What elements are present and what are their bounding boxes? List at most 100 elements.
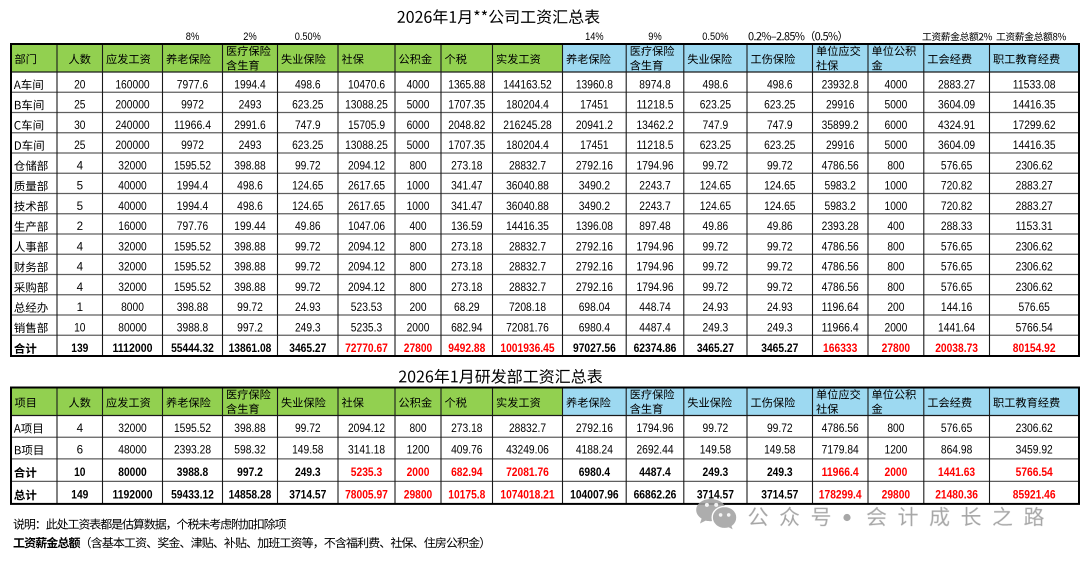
svg-text:1707.35: 1707.35 <box>448 99 485 112</box>
svg-text:144.16: 144.16 <box>941 301 972 314</box>
svg-text:99.72: 99.72 <box>767 281 793 294</box>
svg-text:32000: 32000 <box>118 281 147 294</box>
svg-text:1595.52: 1595.52 <box>174 281 211 294</box>
svg-text:3465.27: 3465.27 <box>289 342 326 355</box>
svg-text:2393.28: 2393.28 <box>174 444 211 457</box>
svg-text:4786.56: 4786.56 <box>822 240 859 253</box>
svg-text:273.18: 273.18 <box>451 240 482 253</box>
svg-text:9972: 9972 <box>181 139 204 152</box>
svg-text:5235.3: 5235.3 <box>351 321 382 334</box>
svg-text:99.72: 99.72 <box>767 261 793 274</box>
svg-text:249.3: 249.3 <box>703 466 729 479</box>
svg-text:249.3: 249.3 <box>295 466 321 479</box>
svg-text:80000: 80000 <box>118 466 147 479</box>
svg-text:99.72: 99.72 <box>295 159 321 172</box>
svg-text:216245.28: 216245.28 <box>503 119 552 132</box>
svg-text:800: 800 <box>887 261 904 274</box>
svg-text:10: 10 <box>74 466 85 479</box>
svg-text:2792.16: 2792.16 <box>576 422 613 435</box>
svg-text:72770.67: 72770.67 <box>345 342 388 355</box>
svg-text:28832.7: 28832.7 <box>509 261 546 274</box>
svg-text:80154.92: 80154.92 <box>1013 342 1056 355</box>
svg-text:5235.3: 5235.3 <box>351 466 383 479</box>
svg-text:800: 800 <box>409 422 426 435</box>
svg-text:800: 800 <box>409 261 426 274</box>
svg-text:3604.09: 3604.09 <box>938 99 975 112</box>
svg-text:1441.64: 1441.64 <box>938 321 976 334</box>
svg-text:36040.88: 36040.88 <box>506 180 549 193</box>
svg-text:7179.84: 7179.84 <box>822 444 860 457</box>
svg-text:14858.28: 14858.28 <box>229 489 272 502</box>
svg-text:800: 800 <box>887 422 904 435</box>
svg-text:1200: 1200 <box>885 444 908 457</box>
svg-text:5: 5 <box>77 200 83 213</box>
svg-text:897.48: 897.48 <box>639 220 670 233</box>
svg-text:28832.7: 28832.7 <box>509 281 546 294</box>
svg-text:21480.36: 21480.36 <box>935 489 978 502</box>
svg-text:99.72: 99.72 <box>703 422 729 435</box>
svg-text:78005.97: 78005.97 <box>345 489 388 502</box>
svg-text:7977.6: 7977.6 <box>177 79 208 92</box>
svg-text:16000: 16000 <box>118 220 147 233</box>
svg-text:9%: 9% <box>648 31 662 43</box>
svg-text:43249.06: 43249.06 <box>506 444 549 457</box>
svg-text:2692.44: 2692.44 <box>636 444 674 457</box>
svg-text:3604.09: 3604.09 <box>938 139 975 152</box>
svg-text:2883.27: 2883.27 <box>1016 200 1053 213</box>
svg-text:1000: 1000 <box>885 180 908 193</box>
svg-text:797.76: 797.76 <box>177 220 208 233</box>
svg-text:720.82: 720.82 <box>941 200 972 213</box>
svg-text:200: 200 <box>887 301 904 314</box>
svg-text:2094.12: 2094.12 <box>348 281 385 294</box>
svg-text:1200: 1200 <box>407 444 430 457</box>
svg-text:1196.64: 1196.64 <box>822 301 860 314</box>
svg-text:13462.2: 13462.2 <box>636 119 673 132</box>
svg-text:1794.96: 1794.96 <box>636 422 673 435</box>
svg-text:623.25: 623.25 <box>700 139 731 152</box>
svg-text:6000: 6000 <box>407 119 430 132</box>
svg-text:4188.24: 4188.24 <box>576 444 614 457</box>
svg-text:99.72: 99.72 <box>703 159 729 172</box>
svg-text:99.72: 99.72 <box>767 159 793 172</box>
svg-text:23932.8: 23932.8 <box>822 79 859 92</box>
svg-text:5766.54: 5766.54 <box>1016 466 1054 479</box>
svg-text:1000: 1000 <box>407 180 430 193</box>
svg-text:273.18: 273.18 <box>451 422 482 435</box>
svg-text:99.72: 99.72 <box>703 281 729 294</box>
svg-text:32000: 32000 <box>118 240 147 253</box>
svg-text:24.93: 24.93 <box>703 301 729 314</box>
svg-text:124.65: 124.65 <box>764 200 795 213</box>
svg-text:49.86: 49.86 <box>295 220 321 233</box>
svg-text:2306.62: 2306.62 <box>1016 422 1053 435</box>
svg-text:99.72: 99.72 <box>295 240 321 253</box>
svg-text:4487.4: 4487.4 <box>639 321 671 334</box>
svg-text:25: 25 <box>74 139 85 152</box>
svg-text:6980.4: 6980.4 <box>579 466 611 479</box>
svg-text:99.72: 99.72 <box>703 240 729 253</box>
svg-text:3714.57: 3714.57 <box>761 489 798 502</box>
svg-text:35899.2: 35899.2 <box>822 119 859 132</box>
svg-text:3490.2: 3490.2 <box>579 200 610 213</box>
svg-text:409.76: 409.76 <box>451 444 482 457</box>
svg-text:2617.65: 2617.65 <box>348 200 385 213</box>
svg-text:4: 4 <box>77 261 84 274</box>
svg-text:0.50%: 0.50% <box>702 31 728 43</box>
svg-text:997.2: 997.2 <box>237 321 263 334</box>
svg-text:2094.12: 2094.12 <box>348 261 385 274</box>
svg-text:6: 6 <box>77 444 83 457</box>
svg-text:5000: 5000 <box>407 99 430 112</box>
svg-text:720.82: 720.82 <box>941 180 972 193</box>
svg-text:2243.7: 2243.7 <box>639 200 670 213</box>
svg-text:27800: 27800 <box>404 342 433 355</box>
svg-text:99.72: 99.72 <box>767 422 793 435</box>
svg-text:28832.7: 28832.7 <box>509 240 546 253</box>
svg-text:2493: 2493 <box>239 139 262 152</box>
svg-text:800: 800 <box>409 281 426 294</box>
svg-text:623.25: 623.25 <box>764 99 795 112</box>
svg-text:4786.56: 4786.56 <box>822 261 859 274</box>
svg-text:11533.08: 11533.08 <box>1013 79 1056 92</box>
svg-text:20038.73: 20038.73 <box>935 342 978 355</box>
svg-text:498.6: 498.6 <box>295 79 321 92</box>
svg-text:14416.35: 14416.35 <box>1013 99 1056 112</box>
svg-text:1000: 1000 <box>885 200 908 213</box>
